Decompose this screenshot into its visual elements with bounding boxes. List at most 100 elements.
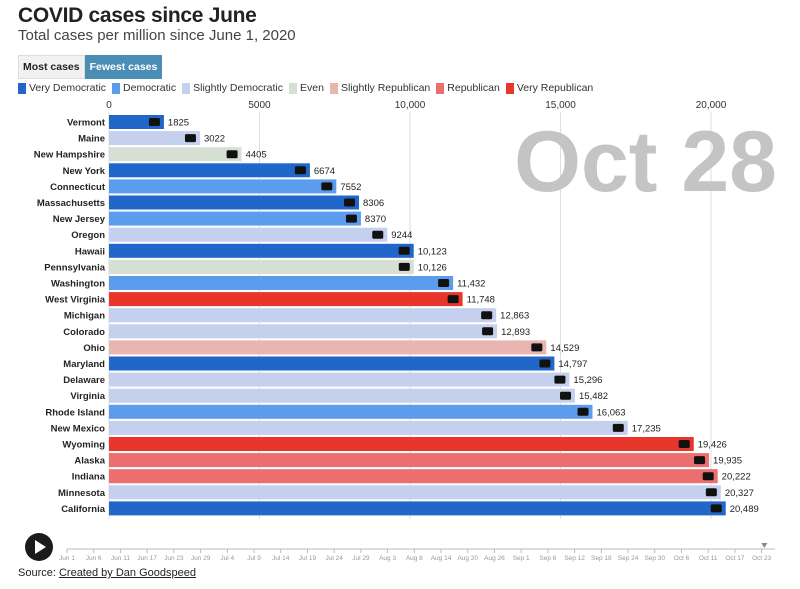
sort-toggle: Most cases Fewest cases bbox=[18, 55, 163, 79]
value-label: 8370 bbox=[365, 214, 386, 225]
timeline-label: Jun 6 bbox=[86, 555, 102, 562]
legend-swatch bbox=[505, 82, 514, 94]
legend-swatch bbox=[18, 82, 26, 94]
state-shape-icon bbox=[447, 295, 459, 304]
value-label: 15,482 bbox=[579, 391, 608, 402]
value-label: 7552 bbox=[340, 182, 361, 193]
current-date-label: Oct 28 bbox=[514, 114, 777, 210]
state-shape-icon bbox=[577, 407, 589, 416]
play-button[interactable] bbox=[25, 533, 53, 561]
bar bbox=[109, 147, 242, 162]
chart-subtitle: Total cases per million since June 1, 20… bbox=[18, 27, 296, 44]
legend-swatch bbox=[112, 82, 121, 94]
timeline-label: Sep 30 bbox=[644, 555, 665, 562]
bar bbox=[109, 501, 726, 516]
value-label: 16,063 bbox=[596, 407, 625, 418]
most-cases-button[interactable]: Most cases bbox=[18, 55, 85, 79]
timeline-handle[interactable] bbox=[761, 543, 768, 548]
state-label: Minnesota bbox=[58, 488, 106, 499]
state-label: Maine bbox=[78, 134, 105, 145]
timeline-label: Jun 1 bbox=[59, 555, 75, 562]
legend-label: Republican bbox=[447, 82, 500, 94]
bar bbox=[109, 388, 576, 403]
value-label: 11,432 bbox=[457, 279, 485, 290]
state-label: Pennsylvania bbox=[44, 262, 105, 273]
value-label: 17,235 bbox=[632, 423, 661, 434]
legend-label: Very Republican bbox=[516, 82, 594, 94]
chart-title: COVID cases since June bbox=[18, 4, 257, 27]
state-shape-icon bbox=[482, 327, 494, 336]
state-shape-icon bbox=[554, 375, 566, 384]
timeline-label: Jun 17 bbox=[137, 555, 157, 562]
state-label: Massachusetts bbox=[37, 198, 105, 209]
state-label: Rhode Island bbox=[45, 407, 105, 418]
state-label: Washington bbox=[51, 279, 105, 290]
timeline-label: Jun 23 bbox=[164, 555, 184, 562]
timeline-label: Oct 17 bbox=[725, 555, 745, 562]
state-label: Michigan bbox=[64, 311, 105, 322]
timeline-label: Aug 3 bbox=[379, 555, 396, 562]
value-label: 11,748 bbox=[467, 295, 495, 306]
state-shape-icon bbox=[438, 279, 450, 287]
bar bbox=[109, 131, 200, 146]
state-label: Colorado bbox=[63, 327, 105, 338]
state-label: Virginia bbox=[70, 391, 105, 402]
state-label: Oregon bbox=[71, 230, 105, 241]
bar bbox=[109, 453, 710, 468]
state-shape-icon bbox=[321, 182, 333, 191]
play-icon bbox=[35, 540, 46, 554]
x-tick-label: 20,000 bbox=[696, 100, 727, 111]
legend-item: Very Republican bbox=[505, 82, 594, 94]
value-label: 19,935 bbox=[713, 456, 742, 467]
value-label: 12,863 bbox=[500, 311, 529, 322]
value-label: 14,797 bbox=[558, 359, 587, 370]
value-label: 20,489 bbox=[730, 504, 759, 515]
legend-label: Slightly Democratic bbox=[193, 82, 284, 94]
state-label: West Virginia bbox=[45, 295, 106, 306]
legend: Very Democratic Democratic Slightly Democr… bbox=[18, 82, 599, 94]
value-label: 15,296 bbox=[573, 375, 602, 386]
timeline-label: Oct 11 bbox=[699, 555, 718, 562]
value-label: 4405 bbox=[246, 150, 267, 161]
state-label: Hawaii bbox=[75, 246, 105, 257]
value-label: 20,327 bbox=[725, 488, 754, 499]
legend-item: Slightly Republican bbox=[329, 82, 430, 94]
legend-swatch bbox=[329, 82, 338, 94]
bar bbox=[109, 179, 337, 194]
state-shape-icon bbox=[344, 198, 356, 207]
value-label: 20,222 bbox=[722, 472, 751, 483]
state-shape-icon bbox=[560, 391, 572, 400]
value-label: 1825 bbox=[168, 118, 189, 129]
state-shape-icon bbox=[294, 166, 306, 175]
bar bbox=[109, 340, 547, 355]
source-link[interactable]: Created by Dan Goodspeed bbox=[58, 567, 196, 579]
timeline-label: Jul 19 bbox=[299, 555, 317, 562]
timeline-label: Sep 6 bbox=[539, 555, 556, 562]
x-tick-label: 15,000 bbox=[545, 100, 576, 111]
state-label: New Hampshire bbox=[34, 150, 105, 161]
state-label: Indiana bbox=[72, 472, 106, 483]
bar bbox=[109, 163, 310, 178]
bar bbox=[109, 469, 718, 484]
state-shape-icon bbox=[345, 214, 357, 223]
state-label: Alaska bbox=[74, 456, 105, 467]
timeline-label: Aug 14 bbox=[431, 555, 452, 562]
timeline-label: Sep 12 bbox=[564, 555, 585, 562]
legend-item: Republican bbox=[436, 82, 500, 94]
state-shape-icon bbox=[184, 134, 196, 143]
state-label: Wyoming bbox=[62, 440, 105, 451]
timeline-label: Oct 23 bbox=[752, 555, 772, 562]
state-label: Delaware bbox=[63, 375, 105, 386]
state-label: Connecticut bbox=[50, 182, 106, 193]
legend-label: Democratic bbox=[123, 82, 177, 94]
bar bbox=[109, 308, 497, 323]
state-label: New York bbox=[63, 166, 106, 177]
timeline-label: Aug 20 bbox=[457, 555, 478, 562]
fewest-cases-button[interactable]: Fewest cases bbox=[84, 55, 163, 79]
bar bbox=[109, 485, 721, 500]
timeline-label: Jul 14 bbox=[272, 555, 290, 562]
legend-swatch bbox=[436, 82, 445, 94]
state-label: Vermont bbox=[67, 118, 106, 129]
bar bbox=[109, 243, 414, 258]
